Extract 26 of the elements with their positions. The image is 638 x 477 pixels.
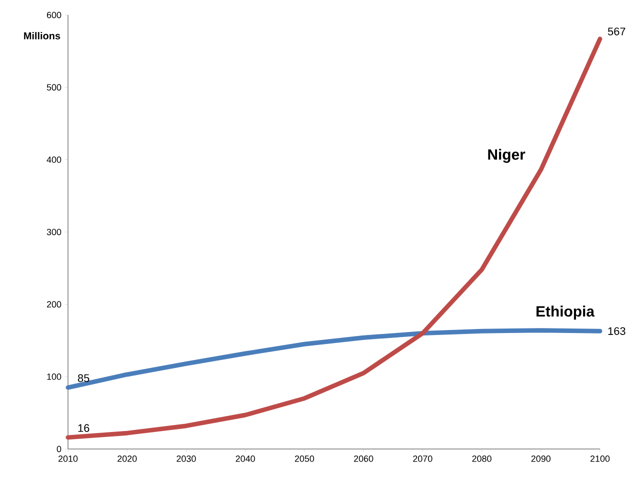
x-tick-label: 2040 xyxy=(236,456,255,462)
data-label: 85 xyxy=(78,374,90,382)
data-label: 16 xyxy=(78,424,90,432)
x-tick-label: 2010 xyxy=(58,456,78,462)
y-tick-label: 300 xyxy=(46,228,62,236)
x-tick-label: 2060 xyxy=(354,456,374,462)
x-tick-label: 2020 xyxy=(118,456,137,462)
data-label: 163 xyxy=(608,327,626,335)
series-label: Ethiopia xyxy=(536,306,595,320)
x-tick-label: 2050 xyxy=(294,456,314,462)
y-tick-label: 600 xyxy=(46,12,62,18)
x-tick-label: 2030 xyxy=(176,456,196,462)
line-series xyxy=(66,36,602,440)
y-tick-label: 400 xyxy=(46,156,62,163)
y-tick-label: 100 xyxy=(47,373,62,380)
x-tick-label: 2090 xyxy=(531,456,551,462)
series-label: Niger xyxy=(488,148,526,163)
x-tick-label: 2070 xyxy=(413,456,432,462)
data-label: 567 xyxy=(608,28,626,36)
line-series xyxy=(66,328,602,390)
x-tick-label: 2100 xyxy=(590,456,610,462)
y-tick-label: 500 xyxy=(46,84,62,91)
y-tick-label: 0 xyxy=(56,446,62,452)
x-tick-label: 2080 xyxy=(472,456,492,462)
y-tick-label: 200 xyxy=(46,301,62,308)
y-axis-title: Millions xyxy=(24,32,60,40)
